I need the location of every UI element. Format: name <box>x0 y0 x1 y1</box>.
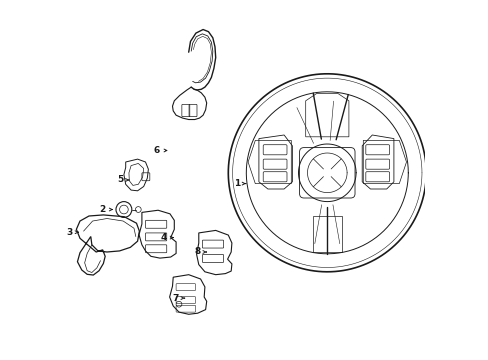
Text: 2: 2 <box>100 205 106 214</box>
Text: 7: 7 <box>172 294 179 302</box>
Text: 6: 6 <box>153 146 160 155</box>
Text: 1: 1 <box>233 179 240 188</box>
Text: 8: 8 <box>194 248 200 256</box>
Text: 5: 5 <box>117 175 123 184</box>
Text: 4: 4 <box>161 233 167 242</box>
Text: 3: 3 <box>66 228 72 237</box>
